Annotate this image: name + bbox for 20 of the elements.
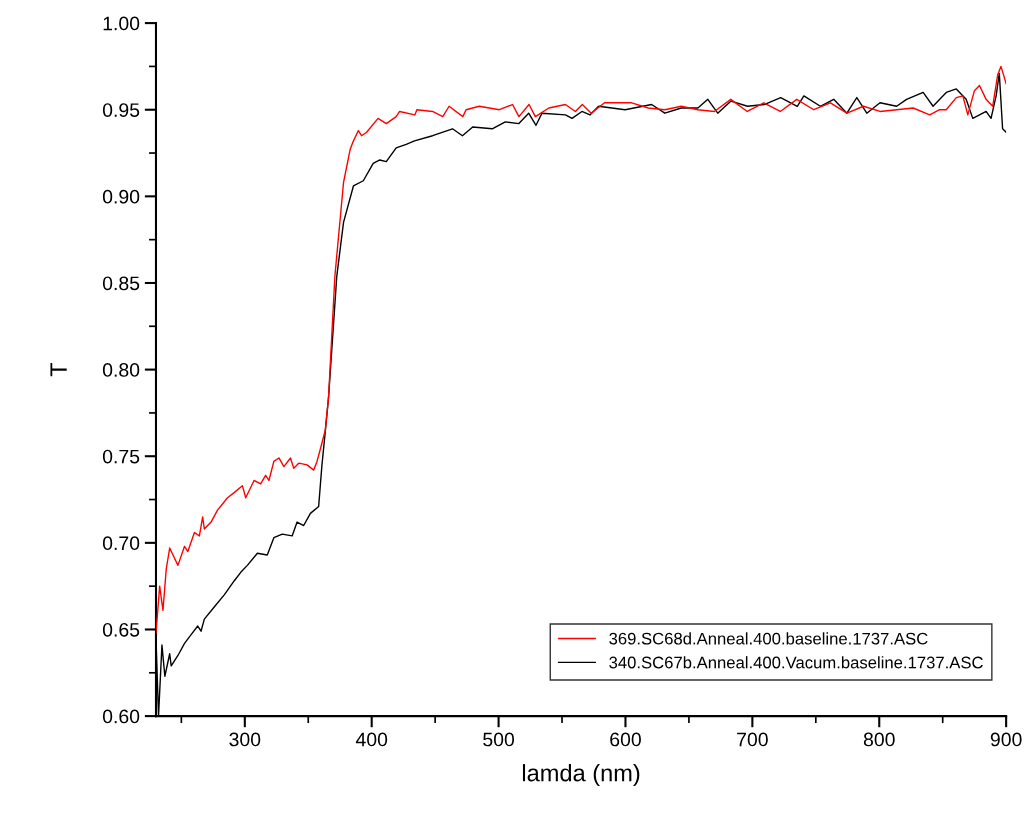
x-axis-title: lamda (nm) [522, 764, 640, 787]
x-tick-label: 900 [990, 732, 1022, 747]
y-axis-title: T [50, 362, 67, 377]
x-tick-label: 600 [610, 732, 641, 747]
legend-label: 340.SC67b.Anneal.400.Vacum.baseline.1737.ASC [609, 656, 983, 669]
y-tick-label: 0.90 [102, 189, 140, 204]
y-tick-label: 0.60 [102, 709, 140, 724]
x-tick-label: 300 [229, 732, 261, 747]
legend-label: 369.SC68d.Anneal.400.baseline.1737.ASC [609, 632, 928, 645]
x-tick-label: 800 [863, 732, 895, 747]
y-tick-label: 0.65 [102, 622, 140, 637]
y-tick-label: 0.85 [102, 276, 140, 291]
y-tick-label: 0.80 [102, 363, 140, 377]
x-tick-label: 500 [483, 732, 515, 747]
y-tick-label: 0.70 [102, 536, 140, 551]
x-tick-label: 700 [737, 732, 768, 747]
y-tick-label: 0.95 [102, 103, 140, 117]
y-tick-label: 0.75 [102, 449, 140, 464]
x-tick-label: 400 [355, 732, 388, 747]
y-tick-label: 1.00 [103, 16, 140, 31]
